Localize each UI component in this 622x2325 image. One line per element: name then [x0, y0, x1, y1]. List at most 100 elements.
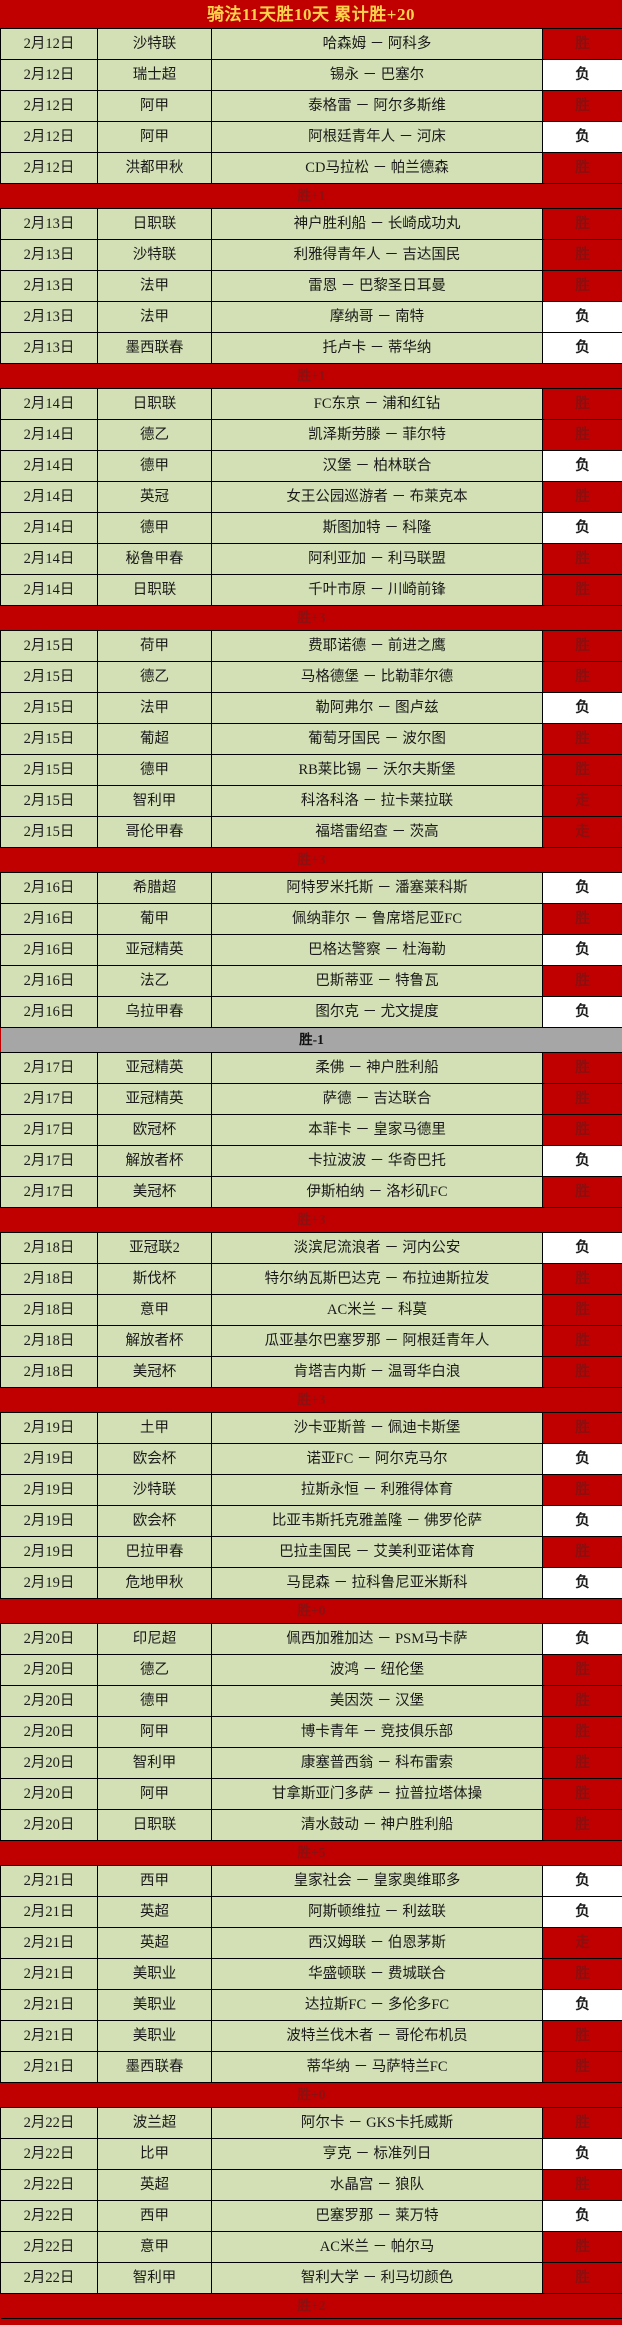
result-badge: 胜	[543, 1115, 622, 1146]
match-fixture: 波特兰伐木者 － 哥伦布机员	[212, 2021, 543, 2052]
result-badge: 胜	[543, 1084, 622, 1115]
daily-summary-label: 胜+3	[1, 606, 622, 631]
match-date: 2月18日	[1, 1326, 98, 1357]
league-name: 西甲	[98, 2201, 212, 2232]
result-badge: 负	[543, 2201, 622, 2232]
match-date: 2月15日	[1, 631, 98, 662]
league-name: 德甲	[98, 451, 212, 482]
match-date: 2月20日	[1, 1810, 98, 1841]
result-badge: 胜	[543, 1959, 622, 1990]
table-row: 2月14日秘鲁甲春阿利亚加 － 利马联盟胜	[1, 544, 622, 575]
table-row: 2月17日亚冠精英柔佛 － 神户胜利船胜	[1, 1053, 622, 1084]
league-name: 意甲	[98, 2232, 212, 2263]
league-name: 巴拉甲春	[98, 1537, 212, 1568]
table-row: 2月15日葡超葡萄牙国民 － 波尔图胜	[1, 724, 622, 755]
result-badge: 负	[543, 1506, 622, 1537]
match-date: 2月20日	[1, 1624, 98, 1655]
result-badge: 胜	[543, 2263, 622, 2294]
result-badge: 胜	[543, 482, 622, 513]
daily-summary-label: 胜+2	[1, 2294, 622, 2319]
match-fixture: 费耶诺德 － 前进之鹰	[212, 631, 543, 662]
table-row: 2月22日比甲亨克 － 标准列日负	[1, 2139, 622, 2170]
table-row: 2月20日阿甲甘拿斯亚门多萨 － 拉普拉塔体操胜	[1, 1779, 622, 1810]
league-name: 英冠	[98, 482, 212, 513]
summary-separator-row: 胜+0	[1, 1599, 622, 1624]
table-row: 2月19日欧会杯比亚韦斯托克雅盖隆 － 佛罗伦萨负	[1, 1506, 622, 1537]
league-name: 西甲	[98, 1866, 212, 1897]
match-fixture: 女王公园巡游者 － 布莱克本	[212, 482, 543, 513]
match-date: 2月16日	[1, 935, 98, 966]
match-fixture: 摩纳哥 － 南特	[212, 302, 543, 333]
table-row: 2月21日美职业华盛顿联 － 费城联合胜	[1, 1959, 622, 1990]
result-badge: 胜	[543, 1537, 622, 1568]
table-row: 2月20日日职联清水鼓动 － 神户胜利船胜	[1, 1810, 622, 1841]
match-date: 2月22日	[1, 2108, 98, 2139]
match-date: 2月14日	[1, 513, 98, 544]
league-name: 秘鲁甲春	[98, 544, 212, 575]
match-fixture: 勒阿弗尔 － 图卢兹	[212, 693, 543, 724]
match-date: 2月13日	[1, 271, 98, 302]
match-fixture: 巴塞罗那 － 莱万特	[212, 2201, 543, 2232]
table-row: 2月21日英超西汉姆联 － 伯恩茅斯走	[1, 1928, 622, 1959]
result-badge: 胜	[543, 662, 622, 693]
match-date: 2月16日	[1, 904, 98, 935]
table-row: 2月22日西甲巴塞罗那 － 莱万特负	[1, 2201, 622, 2232]
match-date: 2月14日	[1, 544, 98, 575]
result-badge: 胜	[543, 2232, 622, 2263]
match-fixture: 斯图加特 － 科隆	[212, 513, 543, 544]
match-date: 2月15日	[1, 786, 98, 817]
match-fixture: 凯泽斯劳滕 － 菲尔特	[212, 420, 543, 451]
match-fixture: 智利大学 － 利马切颜色	[212, 2263, 543, 2294]
table-row: 2月22日波兰超阿尔卡 － GKS卡托威斯胜	[1, 2108, 622, 2139]
table-row: 2月19日危地甲秋马昆森 － 拉科鲁尼亚米斯科负	[1, 1568, 622, 1599]
result-badge: 胜	[543, 1717, 622, 1748]
result-badge: 胜	[543, 966, 622, 997]
match-date: 2月19日	[1, 1568, 98, 1599]
league-name: 德甲	[98, 513, 212, 544]
table-row: 2月21日美职业波特兰伐木者 － 哥伦布机员胜	[1, 2021, 622, 2052]
table-row: 2月20日印尼超佩西加雅加达 － PSM马卡萨负	[1, 1624, 622, 1655]
match-date: 2月22日	[1, 2263, 98, 2294]
match-fixture: 科洛科洛 － 拉卡莱拉联	[212, 786, 543, 817]
table-row: 2月16日乌拉甲春图尔克 － 尤文提度负	[1, 997, 622, 1028]
match-fixture: RB莱比锡 － 沃尔夫斯堡	[212, 755, 543, 786]
summary-separator-row: 胜+0	[1, 2083, 622, 2108]
match-date: 2月18日	[1, 1295, 98, 1326]
league-name: 葡超	[98, 724, 212, 755]
table-row: 2月13日法甲摩纳哥 － 南特负	[1, 302, 622, 333]
match-date: 2月21日	[1, 1866, 98, 1897]
match-date: 2月13日	[1, 333, 98, 364]
match-date: 2月20日	[1, 1779, 98, 1810]
match-date: 2月19日	[1, 1444, 98, 1475]
result-badge: 走	[543, 817, 622, 848]
match-fixture: 瓜亚基尔巴塞罗那 － 阿根廷青年人	[212, 1326, 543, 1357]
summary-separator-row: 胜+1	[1, 184, 622, 209]
summary-separator-row: 胜+1	[1, 364, 622, 389]
league-name: 日职联	[98, 575, 212, 606]
league-name: 智利甲	[98, 2263, 212, 2294]
daily-summary-label: 胜+5	[1, 1841, 622, 1866]
result-badge: 负	[543, 1990, 622, 2021]
match-fixture: 华盛顿联 － 费城联合	[212, 1959, 543, 1990]
result-badge: 负	[543, 1897, 622, 1928]
league-name: 法甲	[98, 271, 212, 302]
table-row: 2月20日智利甲康塞普西翁 － 科布雷索胜	[1, 1748, 622, 1779]
match-date: 2月18日	[1, 1233, 98, 1264]
league-name: 德甲	[98, 755, 212, 786]
match-date: 2月12日	[1, 60, 98, 91]
league-name: 智利甲	[98, 786, 212, 817]
league-name: 欧冠杯	[98, 1115, 212, 1146]
table-row: 2月20日德乙波鸿 － 纽伦堡胜	[1, 1655, 622, 1686]
league-name: 希腊超	[98, 873, 212, 904]
match-date: 2月17日	[1, 1177, 98, 1208]
result-badge: 胜	[543, 904, 622, 935]
match-fixture: 托卢卡 － 蒂华纳	[212, 333, 543, 364]
match-date: 2月20日	[1, 1655, 98, 1686]
table-row: 2月12日阿甲阿根廷青年人 － 河床负	[1, 122, 622, 153]
table-row: 2月12日沙特联哈森姆 － 阿科多胜	[1, 29, 622, 60]
league-name: 美冠杯	[98, 1177, 212, 1208]
